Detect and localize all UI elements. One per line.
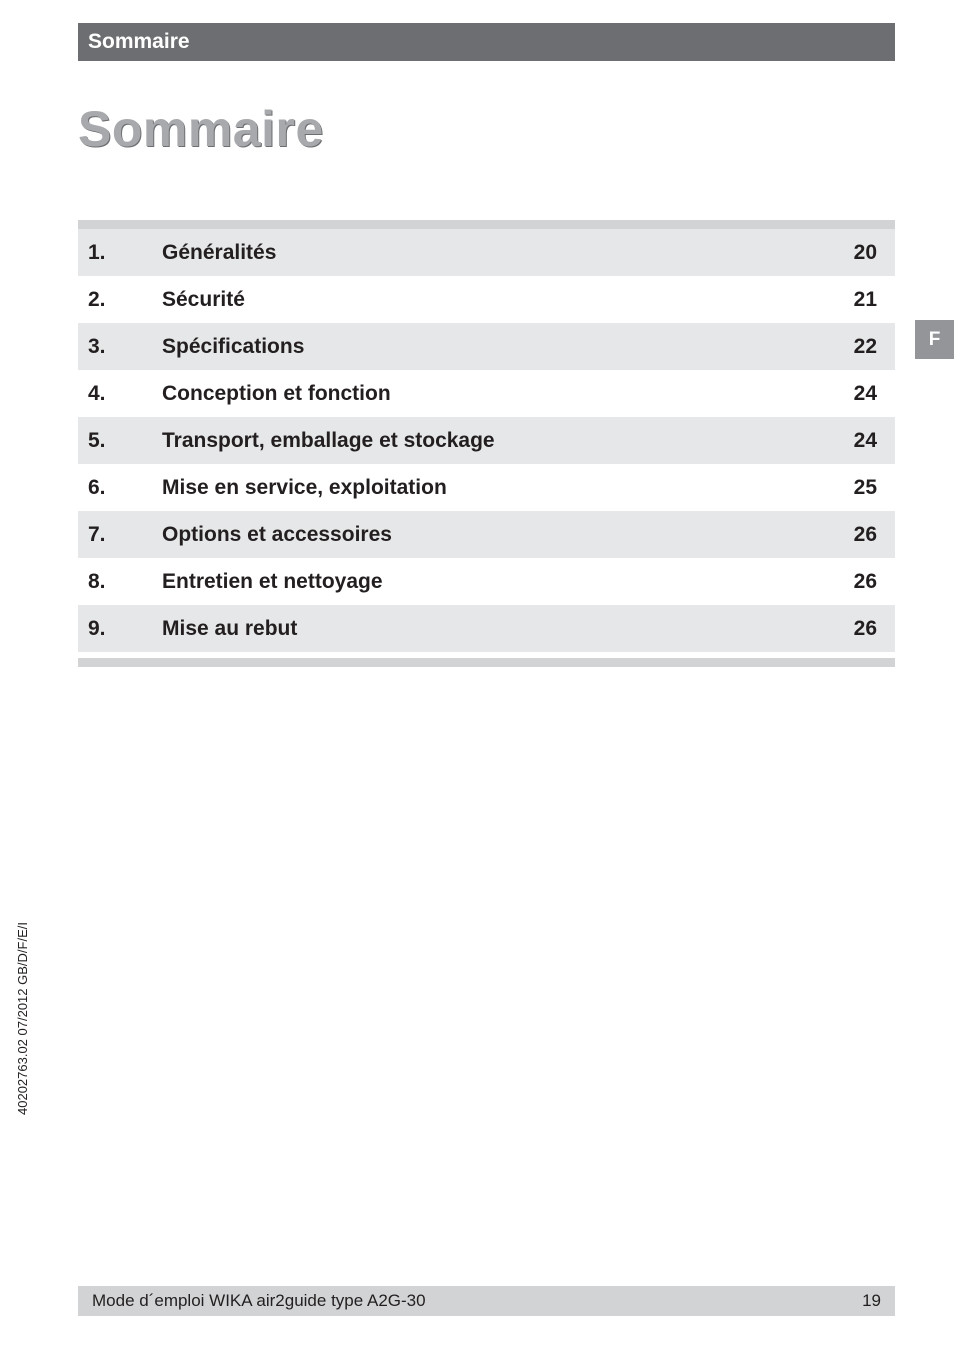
toc-row[interactable]: 9.Mise au rebut26 bbox=[78, 605, 895, 652]
toc-row-number: 7. bbox=[78, 523, 162, 547]
toc-row[interactable]: 1.Généralités20 bbox=[78, 229, 895, 276]
toc-row[interactable]: 7.Options et accessoires26 bbox=[78, 511, 895, 558]
footer-page-number: 19 bbox=[862, 1291, 881, 1311]
toc-row-label: Spécifications bbox=[162, 335, 831, 359]
toc-row-number: 1. bbox=[78, 241, 162, 265]
toc-top-divider bbox=[78, 220, 895, 229]
toc-row-number: 2. bbox=[78, 288, 162, 312]
toc-row-label: Conception et fonction bbox=[162, 382, 831, 406]
toc-bottom-divider bbox=[78, 658, 895, 667]
toc-row-number: 8. bbox=[78, 570, 162, 594]
toc-row[interactable]: 8.Entretien et nettoyage26 bbox=[78, 558, 895, 605]
toc-row[interactable]: 2.Sécurité21 bbox=[78, 276, 895, 323]
footer-bar: Mode d´emploi WIKA air2guide type A2G-30… bbox=[78, 1286, 895, 1316]
toc-row-page: 26 bbox=[831, 617, 895, 641]
document-code-vertical: 40202763.02 07/2012 GB/D/F/E/I bbox=[15, 922, 30, 1115]
toc-row-page: 20 bbox=[831, 241, 895, 265]
toc-row-page: 21 bbox=[831, 288, 895, 312]
toc-row-label: Mise au rebut bbox=[162, 617, 831, 641]
toc-row-label: Transport, emballage et stockage bbox=[162, 429, 831, 453]
page-title: Sommaire bbox=[78, 100, 324, 158]
toc-row-page: 24 bbox=[831, 429, 895, 453]
toc-row-number: 4. bbox=[78, 382, 162, 406]
toc-row-label: Généralités bbox=[162, 241, 831, 265]
toc-row[interactable]: 4.Conception et fonction24 bbox=[78, 370, 895, 417]
toc-row[interactable]: 5.Transport, emballage et stockage24 bbox=[78, 417, 895, 464]
toc-row-label: Mise en service, exploitation bbox=[162, 476, 831, 500]
language-tab: F bbox=[915, 320, 954, 359]
toc-row-label: Sécurité bbox=[162, 288, 831, 312]
toc-row-number: 5. bbox=[78, 429, 162, 453]
toc-row[interactable]: 6.Mise en service, exploitation25 bbox=[78, 464, 895, 511]
toc-row-page: 22 bbox=[831, 335, 895, 359]
toc-row-page: 25 bbox=[831, 476, 895, 500]
toc-row-number: 6. bbox=[78, 476, 162, 500]
table-of-contents: 1.Généralités202.Sécurité213.Spécificati… bbox=[78, 229, 895, 652]
toc-row[interactable]: 3.Spécifications22 bbox=[78, 323, 895, 370]
toc-row-label: Options et accessoires bbox=[162, 523, 831, 547]
section-header-bar: Sommaire bbox=[78, 23, 895, 61]
toc-row-number: 9. bbox=[78, 617, 162, 641]
section-header-text: Sommaire bbox=[88, 30, 190, 54]
toc-row-label: Entretien et nettoyage bbox=[162, 570, 831, 594]
toc-row-page: 26 bbox=[831, 570, 895, 594]
toc-row-number: 3. bbox=[78, 335, 162, 359]
footer-doc-title: Mode d´emploi WIKA air2guide type A2G-30 bbox=[92, 1291, 426, 1311]
toc-row-page: 24 bbox=[831, 382, 895, 406]
toc-row-page: 26 bbox=[831, 523, 895, 547]
